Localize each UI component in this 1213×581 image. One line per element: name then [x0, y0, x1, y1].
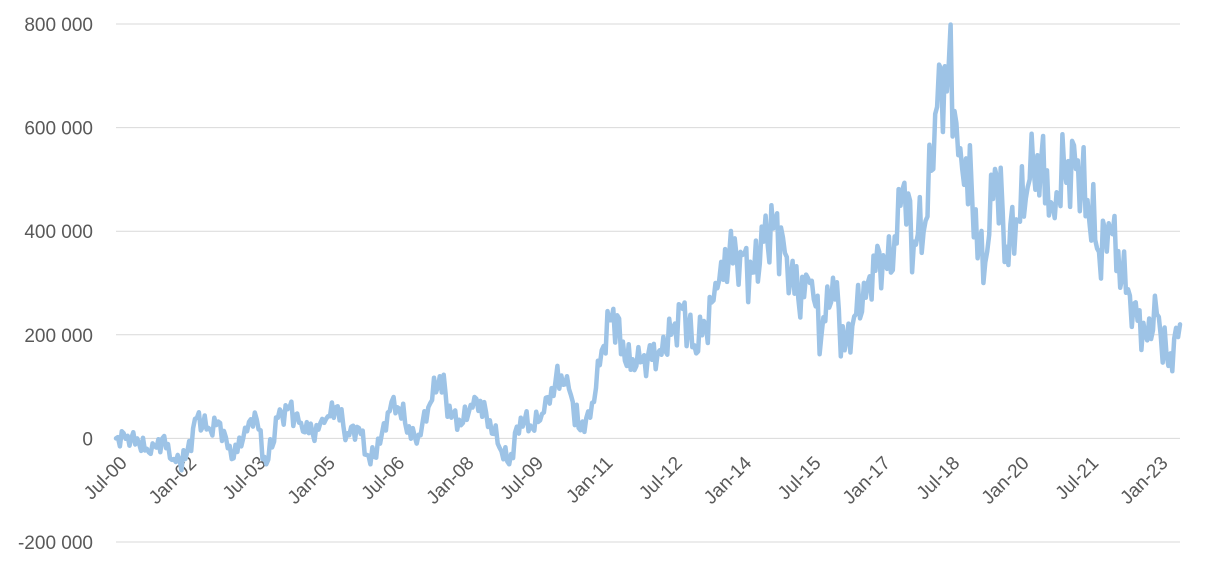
- y-tick-label: 200 000: [24, 326, 93, 347]
- x-tick-label: Jul-18: [913, 453, 964, 504]
- y-tick-label: 0: [82, 429, 93, 450]
- gridlines: [116, 23, 1180, 543]
- x-tick-label: Jan-08: [423, 453, 479, 509]
- x-tick-label: Jan-17: [839, 453, 895, 509]
- y-tick-label: 400 000: [24, 222, 93, 243]
- x-tick-label: Jul-06: [358, 453, 409, 504]
- series-line: [113, 22, 1183, 473]
- y-tick-label: 600 000: [24, 119, 93, 140]
- x-tick-label: Jan-14: [700, 452, 756, 508]
- x-tick-label: Jul-00: [80, 453, 131, 504]
- y-tick-label: -200 000: [18, 533, 93, 554]
- x-tick-label: Jul-15: [774, 453, 825, 504]
- x-tick-label: Jan-11: [562, 453, 617, 508]
- series-layer: [113, 22, 1183, 473]
- x-tick-label: Jul-21: [1052, 453, 1103, 504]
- x-tick-label: Jan-20: [978, 453, 1034, 509]
- x-tick-label: Jan-05: [284, 453, 340, 509]
- x-tick-label: Jul-12: [635, 453, 686, 504]
- y-tick-label: 800 000: [24, 15, 93, 36]
- y-axis-ticks: -200 000 0 200 000 400 000 600 000 800 000: [18, 15, 93, 554]
- x-tick-label: Jan-23: [1117, 453, 1173, 509]
- x-axis-ticks: Jul-00 Jan-02 Jul-03 Jan-05 Jul-06 Jan-08 Jul-…: [80, 452, 1172, 508]
